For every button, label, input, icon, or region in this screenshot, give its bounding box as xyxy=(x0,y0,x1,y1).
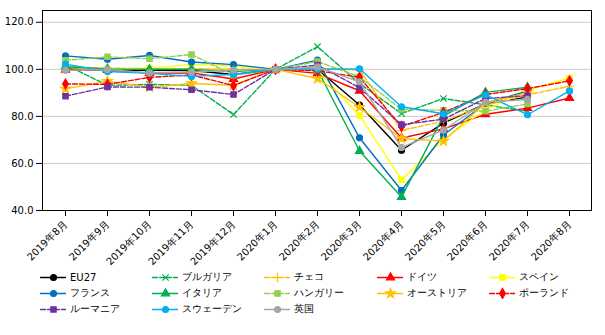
svg-text:100.0: 100.0 xyxy=(5,64,34,75)
svg-text:2020年4月: 2020年4月 xyxy=(361,218,405,262)
html-text:EU27: EU27 xyxy=(70,271,97,283)
svg-text:2020年1月: 2020年1月 xyxy=(235,218,279,262)
svg-text:2020年2月: 2020年2月 xyxy=(277,218,321,262)
svg-text:120.0: 120.0 xyxy=(5,16,34,27)
svg-text:60.0: 60.0 xyxy=(11,158,33,169)
svg-text:2020年5月: 2020年5月 xyxy=(403,218,447,262)
html-text:ハンガリー: ハンガリー xyxy=(294,287,345,298)
html-text:スペイン: スペイン xyxy=(518,271,559,282)
html-text:スウェーデン: スウェーデン xyxy=(182,303,243,314)
html-text:オーストリア: オーストリア xyxy=(406,287,467,298)
html-text:ドイツ: ドイツ xyxy=(406,271,437,282)
html-text:イタリア: イタリア xyxy=(182,287,223,298)
svg-text:2020年6月: 2020年6月 xyxy=(445,218,489,262)
svg-text:2019年11月: 2019年11月 xyxy=(146,218,196,268)
html-text:ルーマニア: ルーマニア xyxy=(70,303,120,314)
svg-text:80.0: 80.0 xyxy=(11,111,33,122)
svg-text:2020年7月: 2020年7月 xyxy=(487,218,531,262)
html-text:ブルガリア: ブルガリア xyxy=(182,271,233,282)
html-text:チェコ: チェコ xyxy=(294,271,325,282)
svg-text:2020年3月: 2020年3月 xyxy=(319,218,363,262)
html-text:ポーランド: ポーランド xyxy=(518,287,569,298)
html-text:フランス: フランス xyxy=(70,287,110,298)
svg-text:40.0: 40.0 xyxy=(11,205,33,216)
svg-text:2019年12月: 2019年12月 xyxy=(188,218,237,267)
svg-text:2019年8月: 2019年8月 xyxy=(25,218,69,262)
svg-text:2020年8月: 2020年8月 xyxy=(529,218,573,262)
html-text:英国: 英国 xyxy=(294,303,315,314)
svg-text:2019年10月: 2019年10月 xyxy=(104,218,154,268)
svg-text:2019年9月: 2019年9月 xyxy=(67,218,111,262)
